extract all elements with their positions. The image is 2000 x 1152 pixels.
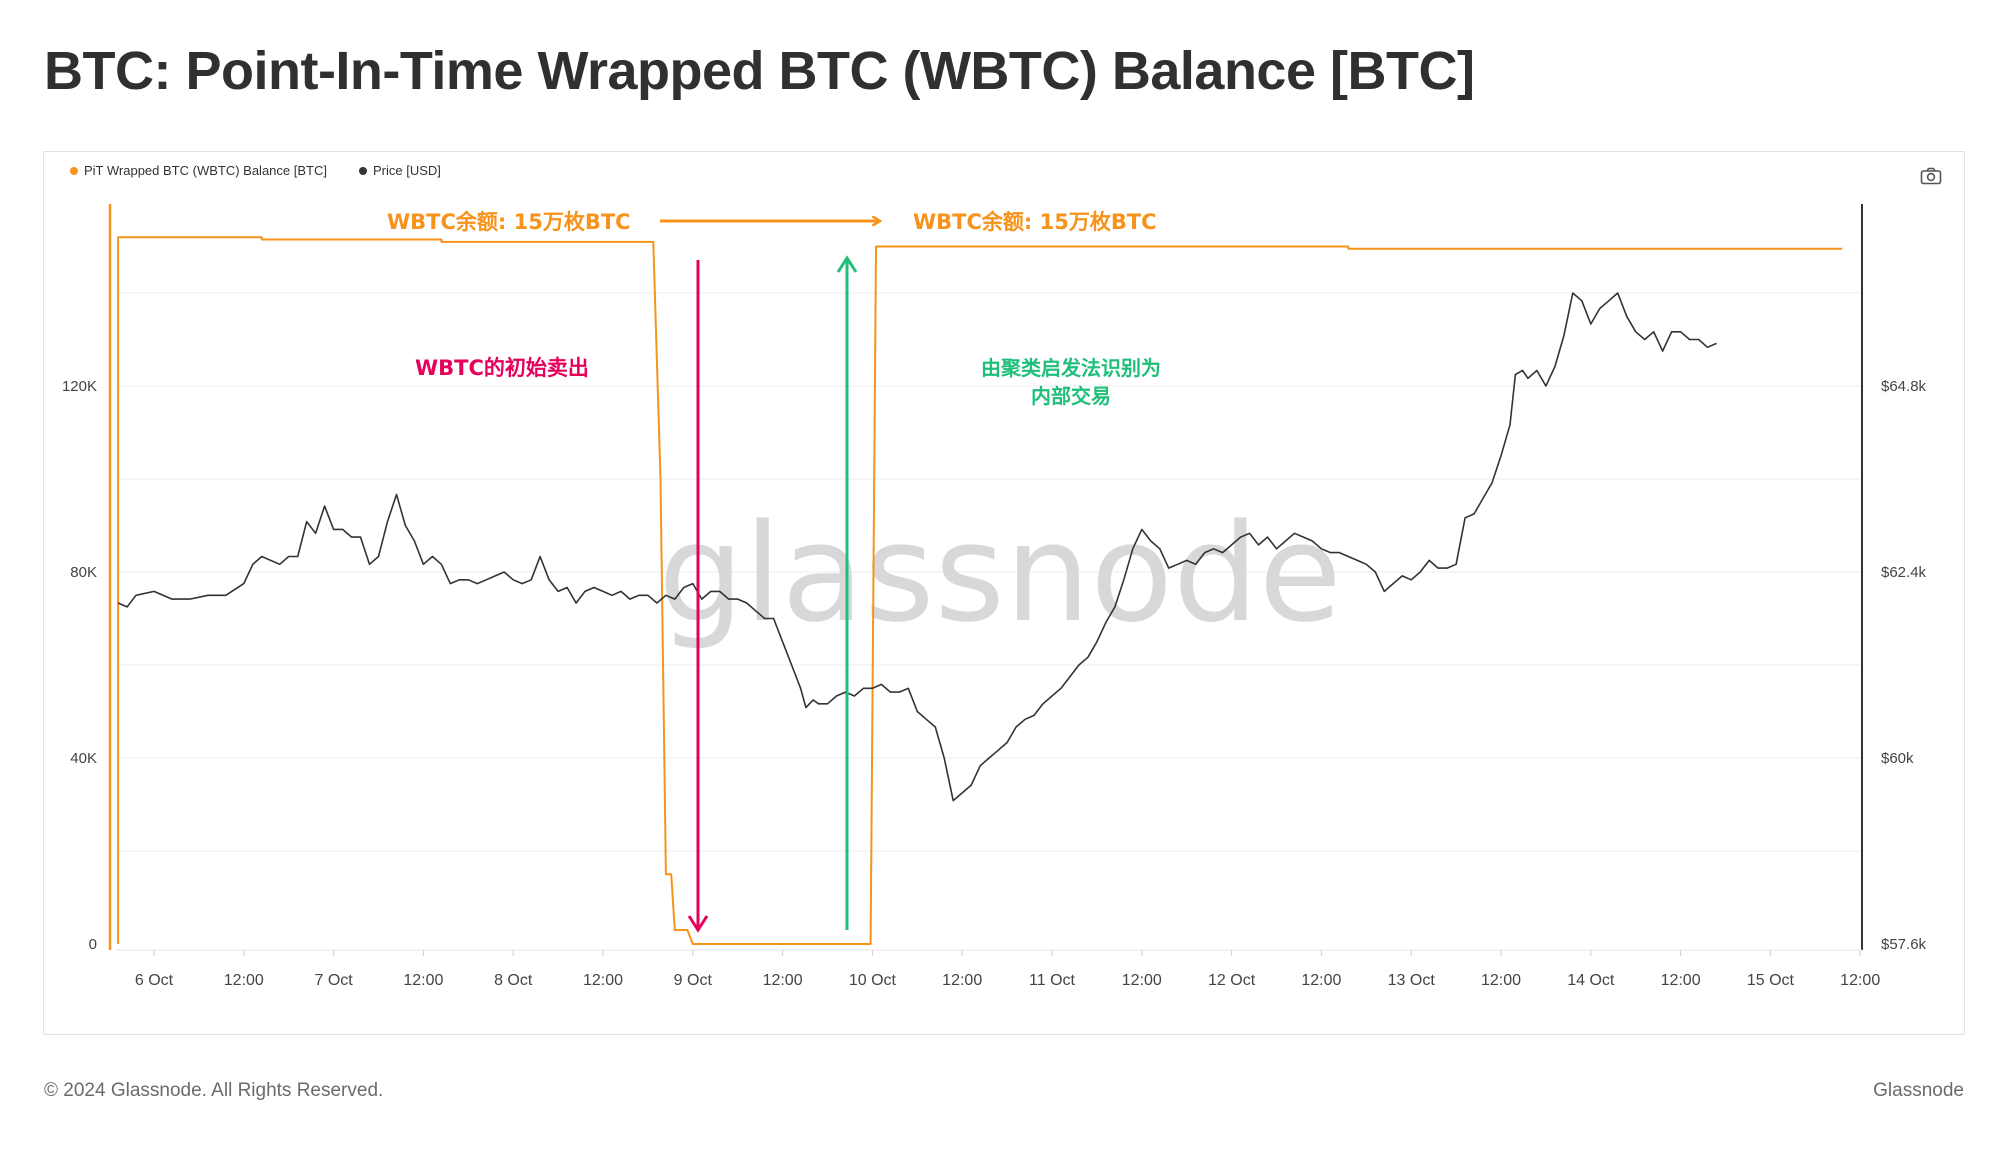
chart-panel: [43, 151, 1965, 1035]
legend-item-wbtc-balance[interactable]: PiT Wrapped BTC (WBTC) Balance [BTC]: [70, 163, 327, 178]
brand-text: Glassnode: [1873, 1080, 1964, 1101]
camera-icon[interactable]: [1920, 167, 1942, 185]
legend-label-price: Price [USD]: [372, 163, 441, 178]
legend-item-price[interactable]: Price [USD]: [358, 163, 441, 178]
page-title: BTC: Point-In-Time Wrapped BTC (WBTC) Ba…: [44, 41, 1475, 101]
legend-swatch-price: [358, 166, 367, 175]
legend-label-wbtc: PiT Wrapped BTC (WBTC) Balance [BTC]: [84, 163, 327, 178]
copyright-text: © 2024 Glassnode. All Rights Reserved.: [44, 1080, 384, 1101]
legend-swatch-wbtc: [70, 166, 78, 175]
chart-legend: PiT Wrapped BTC (WBTC) Balance [BTC] Pri…: [70, 163, 441, 178]
